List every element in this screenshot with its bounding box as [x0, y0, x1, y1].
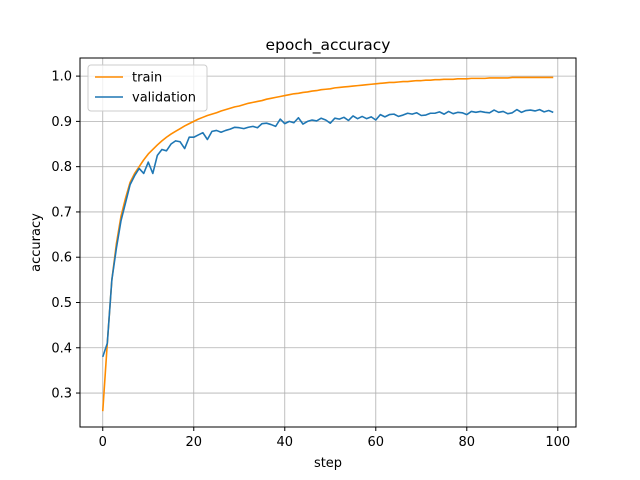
y-axis-label: accuracy — [29, 213, 44, 272]
x-tick-label: 20 — [185, 435, 202, 450]
plot-frame — [79, 57, 577, 428]
series-layer — [101, 76, 554, 412]
series-line-validation — [101, 108, 554, 358]
chart-title: epoch_accuracy — [266, 36, 391, 55]
y-tick-label: 0.5 — [51, 296, 72, 311]
legend-label-train: train — [132, 71, 162, 86]
ticks: 0 20 40 60 80 100 0.3 0.4 0.5 0.6 0.7 0.8 0.9 1.0 — [51, 70, 570, 450]
y-tick-label: 0.6 — [51, 251, 72, 266]
y-tick-label: 0.9 — [51, 115, 72, 130]
x-tick-label: 40 — [276, 435, 293, 450]
x-tick-label: 60 — [368, 435, 385, 450]
x-tick-label: 100 — [545, 435, 570, 450]
y-tick-label: 1.0 — [51, 70, 72, 85]
grid — [80, 58, 576, 427]
y-tick-label: 0.3 — [51, 387, 72, 402]
x-tick-label: 80 — [459, 435, 476, 450]
x-axis-label: step — [314, 456, 342, 471]
y-tick-label: 0.7 — [51, 205, 72, 220]
legend-label-validation: validation — [132, 91, 196, 106]
x-tick-label: 0 — [99, 435, 107, 450]
legend: train validation — [87, 64, 208, 112]
y-tick-label: 0.4 — [51, 341, 72, 356]
series-line-train — [101, 76, 554, 412]
y-tick-label: 0.8 — [51, 160, 72, 175]
